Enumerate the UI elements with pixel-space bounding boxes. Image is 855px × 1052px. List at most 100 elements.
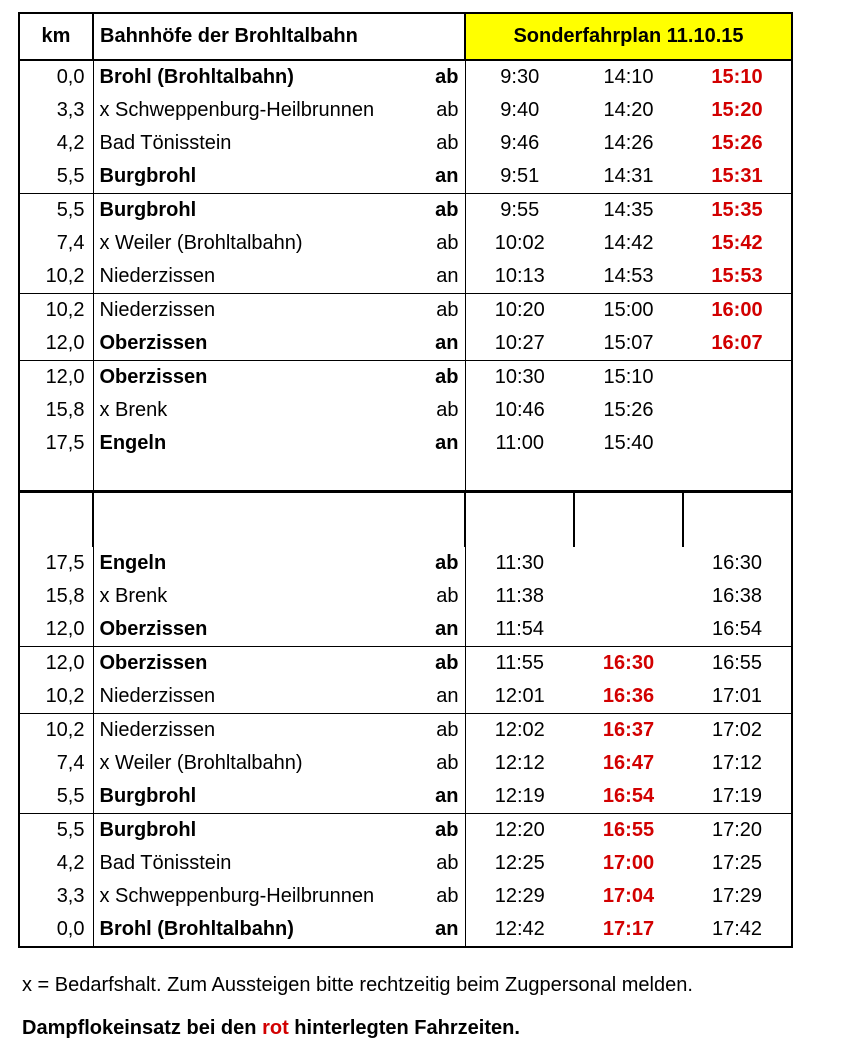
station-cell: x Schweppenburg-Heilbrunnenab [93,94,465,127]
departure-indicator: ab [436,749,458,778]
station-cell: Engeln ab [93,547,465,580]
time-value [683,427,792,460]
time-value: 17:00 [574,847,683,880]
time-value: 10:46 [465,394,574,427]
table-row: 10,2Niederzissenan12:0116:3617:01 [19,680,792,714]
time-value: 15:35 [683,194,792,228]
km-value: 0,0 [19,913,93,947]
time-value: 17:19 [683,780,792,814]
departure-indicator: ab [435,649,458,678]
station-name: Bad Tönisstein [100,849,232,878]
time-value: 15:10 [683,60,792,94]
time-value [574,547,683,580]
time-value: 10:02 [465,227,574,260]
km-value: 10,2 [19,294,93,328]
km-value: 4,2 [19,127,93,160]
table-row: 10,2Niederzissenab10:2015:0016:00 [19,294,792,328]
time-value: 10:13 [465,260,574,294]
time-value: 15:00 [574,294,683,328]
time-value: 11:30 [465,547,574,580]
table-row: 0,0Brohl (Brohltalbahn)ab9:3014:1015:10 [19,60,792,94]
time-value: 16:30 [574,647,683,681]
station-name: Niederzissen [100,262,216,291]
km-value: 7,4 [19,747,93,780]
time-value: 9:46 [465,127,574,160]
time-value: 14:42 [574,227,683,260]
table-row: 3,3x Schweppenburg-Heilbrunnenab9:4014:2… [19,94,792,127]
time-value: 15:31 [683,160,792,194]
station-name: Oberzissen [100,615,208,644]
table-row: 12,0Oberzissenab10:3015:10 [19,361,792,395]
table-row: 7,4x Weiler (Brohltalbahn)ab12:1216:4717… [19,747,792,780]
station-cell: x Weiler (Brohltalbahn) ab [93,747,465,780]
departure-indicator: ab [435,363,458,392]
time-value: 9:55 [465,194,574,228]
table-row: 12,0Oberzissenan11:5416:54 [19,613,792,647]
time-value: 10:27 [465,327,574,361]
station-cell: Bad Tönissteinab [93,127,465,160]
time-value: 15:07 [574,327,683,361]
time-value [683,394,792,427]
station-cell: Oberzissen ab [93,361,465,395]
station-name: x Weiler (Brohltalbahn) [100,749,303,778]
station-cell: Burgbrohlab [93,814,465,848]
departure-indicator: ab [436,849,458,878]
footnote2-part-a: Dampflokeinsatz bei den [22,1017,262,1039]
station-name: Burgbrohl [100,196,197,225]
time-value: 12:25 [465,847,574,880]
departure-indicator: an [435,615,458,644]
departure-indicator: an [435,329,458,358]
time-value: 17:29 [683,880,792,913]
time-value: 16:54 [574,780,683,814]
station-cell: x Brenkab [93,580,465,613]
time-value: 9:51 [465,160,574,194]
km-value: 5,5 [19,160,93,194]
departure-indicator: an [435,915,458,944]
timetable: km Bahnhöfe der Brohltalbahn Sonderfahrp… [18,12,793,948]
km-value: 12,0 [19,327,93,361]
station-name: Burgbrohl [100,782,197,811]
km-value: 5,5 [19,194,93,228]
time-value: 14:10 [574,60,683,94]
footnote-dampflok: Dampflokeinsatz bei den rot hinterlegten… [22,1017,843,1040]
table-row: 15,8x Brenkab11:3816:38 [19,580,792,613]
header-row: km Bahnhöfe der Brohltalbahn Sonderfahrp… [19,13,792,60]
departure-indicator: ab [436,129,458,158]
station-cell: Bad Tönisstein ab [93,847,465,880]
station-name: Oberzissen [100,649,208,678]
station-name: Engeln [100,549,167,578]
time-value: 11:00 [465,427,574,460]
departure-indicator: an [435,429,458,458]
time-value: 14:53 [574,260,683,294]
time-value: 17:20 [683,814,792,848]
time-value: 9:40 [465,94,574,127]
table-row: 4,2Bad Tönisstein ab12:2517:0017:25 [19,847,792,880]
departure-indicator: an [436,682,458,711]
station-cell: Niederzissenab [93,714,465,748]
time-value: 12:02 [465,714,574,748]
station-name: Brohl (Brohltalbahn) [100,915,294,944]
departure-indicator: ab [435,549,458,578]
time-value: 11:38 [465,580,574,613]
km-value: 17,5 [19,547,93,580]
time-value: 16:37 [574,714,683,748]
km-value: 4,2 [19,847,93,880]
time-value: 16:30 [683,547,792,580]
time-value: 17:01 [683,680,792,714]
km-value: 12,0 [19,647,93,681]
time-value: 12:19 [465,780,574,814]
time-value: 11:54 [465,613,574,647]
time-value: 17:25 [683,847,792,880]
station-cell: Oberzissen ab [93,647,465,681]
station-name: Brohl (Brohltalbahn) [100,63,294,92]
station-name: Oberzissen [100,363,208,392]
station-cell: Niederzissenan [93,680,465,714]
spacer-row [19,460,792,492]
table-row: 3,3x Schweppenburg-Heilbrunnenab12:2917:… [19,880,792,913]
time-value: 12:29 [465,880,574,913]
time-value: 17:02 [683,714,792,748]
station-name: Burgbrohl [100,816,197,845]
departure-indicator: ab [436,296,458,325]
time-value: 9:30 [465,60,574,94]
time-value: 15:26 [683,127,792,160]
